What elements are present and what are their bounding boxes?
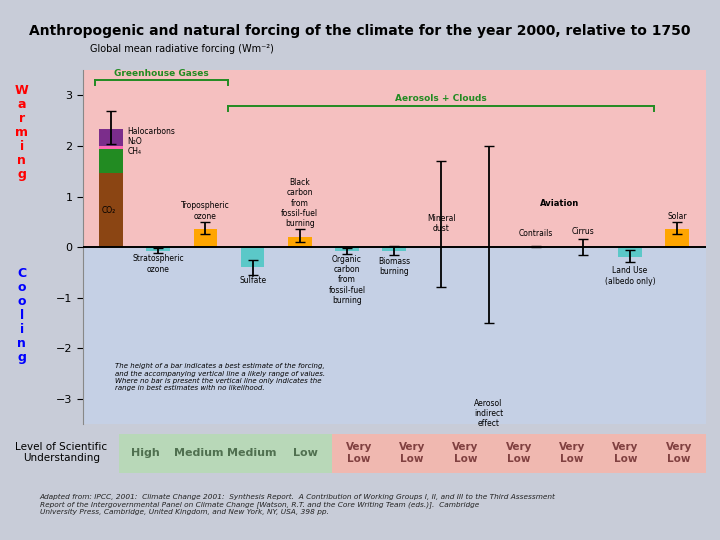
Text: Contrails: Contrails <box>518 229 553 238</box>
Text: Organic
carbon
from
fossil-fuel
burning: Organic carbon from fossil-fuel burning <box>328 255 366 305</box>
Text: CO₂: CO₂ <box>102 206 116 215</box>
Text: Halocarbons: Halocarbons <box>127 127 176 136</box>
Bar <box>665 230 689 247</box>
Bar <box>618 247 642 257</box>
Text: Mineral
dust: Mineral dust <box>427 213 456 233</box>
Text: Medium: Medium <box>174 448 224 458</box>
Bar <box>83 247 706 449</box>
Text: Level of Scientific
Understanding: Level of Scientific Understanding <box>15 442 107 463</box>
Text: Aerosols + Clouds: Aerosols + Clouds <box>395 94 487 103</box>
Bar <box>99 146 123 149</box>
Bar <box>194 230 217 247</box>
Text: Sulfate: Sulfate <box>239 276 266 285</box>
Text: Very
Low: Very Low <box>399 442 426 464</box>
Bar <box>99 173 123 247</box>
Text: Global mean radiative forcing (Wm⁻²): Global mean radiative forcing (Wm⁻²) <box>90 44 274 55</box>
Text: Solar: Solar <box>667 212 687 221</box>
Text: CH₄: CH₄ <box>127 146 142 156</box>
Bar <box>119 434 332 472</box>
Text: Very
Low: Very Low <box>505 442 532 464</box>
Text: The height of a bar indicates a best estimate of the forcing,
and the accompanyi: The height of a bar indicates a best est… <box>115 363 325 391</box>
Text: Very
Low: Very Low <box>559 442 585 464</box>
Text: Biomass
burning: Biomass burning <box>378 256 410 276</box>
Text: Stratospheric
ozone: Stratospheric ozone <box>132 254 184 274</box>
Text: Very
Low: Very Low <box>613 442 639 464</box>
Text: High: High <box>131 448 160 458</box>
Bar <box>99 129 123 146</box>
Text: C
o
o
l
i
n
g: C o o l i n g <box>17 267 26 365</box>
Text: Aerosol
indirect
effect: Aerosol indirect effect <box>474 399 503 428</box>
Text: Black
carbon
from
fossil-fuel
burning: Black carbon from fossil-fuel burning <box>282 178 318 228</box>
Text: Land Use
(albedo only): Land Use (albedo only) <box>605 266 655 286</box>
Bar <box>83 45 706 247</box>
Text: N₂O: N₂O <box>127 137 143 146</box>
Text: Very
Low: Very Low <box>666 442 692 464</box>
Text: Anthropogenic and natural forcing of the climate for the year 2000, relative to : Anthropogenic and natural forcing of the… <box>30 24 690 38</box>
Text: Adapted from: IPCC, 2001:  Climate Change 2001:  Synthesis Report.  A Contributi: Adapted from: IPCC, 2001: Climate Change… <box>40 494 555 515</box>
Text: Cirrus: Cirrus <box>572 227 594 236</box>
Bar <box>99 149 123 173</box>
Bar <box>382 247 406 251</box>
Bar <box>146 247 170 251</box>
Bar <box>332 434 706 472</box>
Text: W
a
r
m
i
n
g: W a r m i n g <box>14 84 29 181</box>
Text: Tropospheric
ozone: Tropospheric ozone <box>181 201 230 221</box>
Text: Very
Low: Very Low <box>452 442 479 464</box>
Text: Greenhouse Gases: Greenhouse Gases <box>114 69 209 78</box>
Text: Very
Low: Very Low <box>346 442 372 464</box>
Bar <box>241 247 264 267</box>
Bar <box>288 237 312 247</box>
Bar <box>336 247 359 251</box>
Text: Low: Low <box>293 448 318 458</box>
Text: Aviation: Aviation <box>540 199 579 208</box>
Bar <box>524 246 547 247</box>
Text: Medium: Medium <box>228 448 277 458</box>
